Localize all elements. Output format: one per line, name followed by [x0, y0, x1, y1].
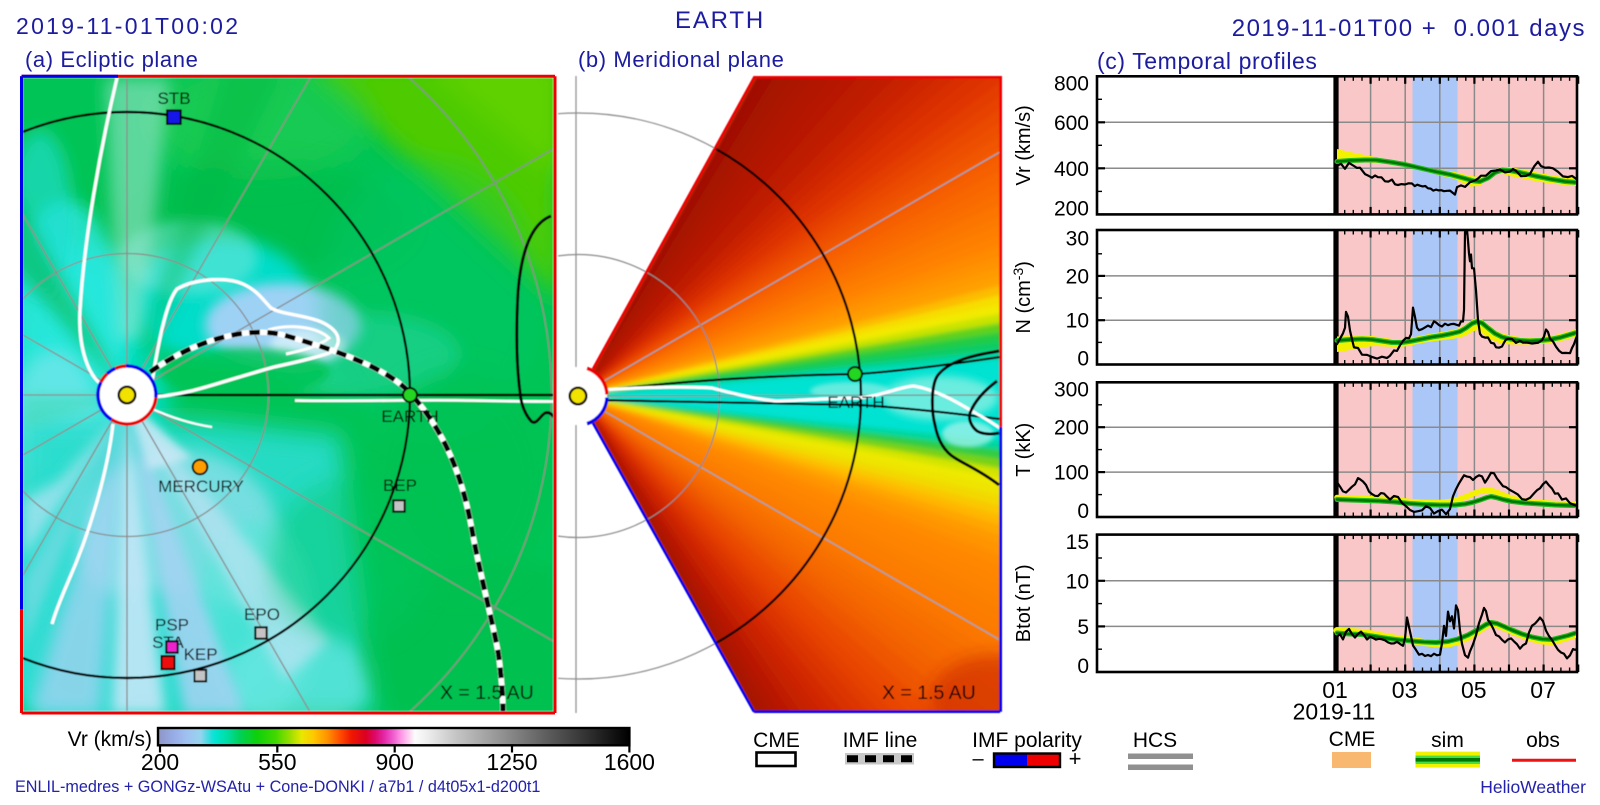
svg-text:0: 0: [1077, 500, 1089, 523]
svg-text:MERCURY: MERCURY: [158, 477, 244, 496]
svg-text:BEP: BEP: [383, 476, 417, 495]
svg-text:1250: 1250: [486, 749, 537, 775]
svg-text:01: 01: [1322, 677, 1348, 703]
svg-text:600: 600: [1054, 112, 1089, 135]
svg-text:0: 0: [1077, 655, 1089, 678]
svg-text:Btot (nT): Btot (nT): [1013, 564, 1035, 642]
svg-text:5: 5: [1077, 616, 1089, 639]
svg-text:550: 550: [258, 749, 296, 775]
svg-text:PSP: PSP: [155, 616, 189, 635]
svg-text:200: 200: [1054, 417, 1089, 440]
svg-text:15: 15: [1066, 531, 1089, 554]
svg-text:–: –: [972, 748, 984, 770]
svg-text:05: 05: [1461, 677, 1487, 703]
svg-text:0: 0: [1077, 348, 1089, 371]
svg-text:X = 1.5 AU: X = 1.5 AU: [882, 682, 976, 704]
svg-text:sim: sim: [1431, 729, 1464, 752]
svg-text:CME: CME: [753, 729, 800, 752]
svg-text:T (kK): T (kK): [1013, 423, 1035, 477]
svg-text:HCS: HCS: [1133, 729, 1177, 752]
svg-text:KEP: KEP: [184, 645, 218, 664]
svg-text:(c) Temporal profiles: (c) Temporal profiles: [1097, 48, 1318, 74]
svg-text:EARTH: EARTH: [827, 393, 884, 412]
svg-text:07: 07: [1530, 677, 1556, 703]
svg-text:400: 400: [1054, 158, 1089, 181]
svg-text:X = 1.5 AU: X = 1.5 AU: [440, 682, 534, 704]
svg-text:obs: obs: [1526, 729, 1560, 752]
svg-text:2019-11-01T00 + 0.001 days: 2019-11-01T00 + 0.001 days: [1232, 15, 1586, 42]
svg-text:10: 10: [1066, 310, 1089, 333]
svg-text:EPO: EPO: [244, 605, 280, 624]
svg-text:100: 100: [1054, 462, 1089, 485]
svg-text:10: 10: [1066, 570, 1089, 593]
svg-text:Vr (km/s): Vr (km/s): [1013, 105, 1035, 185]
svg-text:ENLIL-medres + GONGz-WSAtu + C: ENLIL-medres + GONGz-WSAtu + Cone-DONKI …: [15, 778, 540, 796]
svg-text:200: 200: [141, 749, 179, 775]
svg-text:03: 03: [1392, 677, 1418, 703]
svg-text:EARTH: EARTH: [675, 7, 765, 34]
svg-text:IMF line: IMF line: [843, 729, 918, 752]
svg-text:300: 300: [1054, 378, 1089, 401]
svg-text:900: 900: [376, 749, 414, 775]
svg-text:HelioWeather: HelioWeather: [1480, 777, 1586, 797]
svg-text:STB: STB: [157, 89, 190, 108]
svg-text:200: 200: [1054, 197, 1089, 220]
svg-text:1600: 1600: [604, 749, 655, 775]
svg-text:+: +: [1069, 746, 1082, 771]
svg-text:(a) Ecliptic plane: (a) Ecliptic plane: [25, 47, 198, 72]
svg-text:IMF polarity: IMF polarity: [972, 729, 1082, 752]
svg-text:800: 800: [1054, 72, 1089, 95]
svg-text:CME: CME: [1329, 728, 1376, 751]
svg-text:30: 30: [1066, 228, 1089, 251]
svg-text:20: 20: [1066, 265, 1089, 288]
svg-text:(b) Meridional plane: (b) Meridional plane: [578, 47, 784, 72]
svg-text:2019-11: 2019-11: [1293, 699, 1376, 725]
svg-text:Vr (km/s): Vr (km/s): [68, 728, 152, 751]
svg-text:EARTH: EARTH: [381, 407, 438, 426]
svg-text:2019-11-01T00:02: 2019-11-01T00:02: [16, 13, 240, 39]
